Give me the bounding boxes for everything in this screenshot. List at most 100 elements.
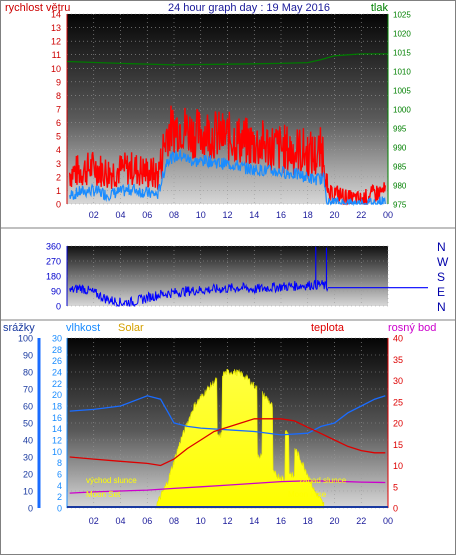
rain-y-tick: 40 (23, 436, 33, 446)
pressure-y-tick: 1015 (393, 49, 411, 58)
temperature-y-tick: 30 (393, 376, 403, 386)
weather-x-tick: 06 (142, 516, 152, 526)
pressure-y-tick: 975 (393, 201, 407, 210)
direction-y-tick: 360 (46, 242, 61, 252)
wind-y-tick: 7 (56, 105, 61, 115)
rain-y-tick: 60 (23, 402, 33, 412)
rain-y-tick: 30 (23, 453, 33, 463)
wind-x-tick: 04 (115, 210, 125, 220)
chart-title: 24 hour graph day : 19 May 2016 (168, 2, 330, 14)
wind-x-tick: 00 (383, 210, 393, 220)
average-wind-series-line (69, 149, 386, 207)
rain-y-tick: 50 (23, 419, 33, 429)
pressure-y-tick: 990 (393, 144, 407, 153)
humidity-y-tick: 8 (57, 458, 62, 468)
humidity-y-tick: 2 (57, 492, 62, 502)
compass-label: N (437, 300, 446, 314)
wind-y-tick: 0 (56, 200, 61, 210)
humidity-axis-label: vlhkost (66, 322, 100, 334)
humidity-y-tick: 16 (52, 413, 62, 423)
direction-y-tick: 180 (46, 272, 61, 282)
humidity-y-tick: 14 (52, 424, 62, 434)
wind-x-tick: 22 (356, 210, 366, 220)
temperature-y-tick: 0 (393, 504, 398, 514)
wind-x-tick: 14 (249, 210, 259, 220)
weather-x-tick: 00 (383, 516, 393, 526)
wind-x-tick: 16 (276, 210, 286, 220)
pressure-y-tick: 1000 (393, 106, 411, 115)
astro-annotation: Moon Rise (288, 490, 327, 499)
pressure-y-tick: 1010 (393, 68, 411, 77)
wind-y-tick: 5 (56, 132, 61, 142)
wind-y-tick: 4 (56, 145, 61, 155)
wind-y-tick: 12 (51, 37, 61, 47)
weather-x-tick: 12 (222, 516, 232, 526)
direction-y-tick: 90 (51, 287, 61, 297)
weather-x-tick: 04 (115, 516, 125, 526)
temperature-y-tick: 15 (393, 440, 403, 450)
humidity-series-line (69, 395, 386, 436)
wind-y-tick: 13 (51, 23, 61, 33)
wind-direction-series (69, 279, 329, 308)
rain-y-tick: 90 (23, 351, 33, 361)
humidity-y-tick: 12 (52, 436, 62, 446)
temperature-y-tick: 35 (393, 355, 403, 365)
rain-y-tick: 70 (23, 385, 33, 395)
weather-x-tick: 20 (329, 516, 339, 526)
pressure-y-tick: 1020 (393, 30, 411, 39)
rain-y-tick: 0 (28, 504, 33, 514)
wind-x-tick: 10 (196, 210, 206, 220)
astro-annotation: západ slunce (299, 476, 347, 485)
humidity-y-tick: 28 (52, 345, 62, 355)
pressure-y-tick: 995 (393, 125, 407, 134)
wind-y-tick: 1 (56, 186, 61, 196)
wind-x-tick: 12 (222, 210, 232, 220)
temperature-y-tick: 20 (393, 419, 403, 429)
direction-y-tick: 0 (56, 302, 61, 312)
wind-y-tick: 11 (52, 50, 61, 60)
temperature-y-tick: 40 (393, 334, 403, 344)
humidity-y-tick: 24 (52, 368, 62, 378)
wind-axis-label: rychlost větru (5, 2, 70, 14)
astro-annotation: východ slunce (86, 476, 137, 485)
weather-x-tick: 10 (196, 516, 206, 526)
humidity-y-tick: 20 (52, 390, 62, 400)
wind-y-tick: 8 (56, 91, 61, 101)
weather-x-tick: 16 (276, 516, 286, 526)
humidity-y-tick: 30 (52, 334, 62, 344)
rain-y-tick: 20 (23, 470, 33, 480)
compass-label: W (437, 255, 449, 269)
compass-label: S (437, 270, 445, 284)
compass-label: N (437, 240, 446, 254)
temperature-y-tick: 5 (393, 482, 398, 492)
dewpoint-axis-label: rosný bod (388, 322, 436, 334)
wind-y-tick: 9 (56, 77, 61, 87)
pressure-y-tick: 1025 (393, 11, 411, 20)
rain-y-tick: 100 (18, 334, 33, 344)
humidity-y-tick: 0 (57, 504, 62, 514)
pressure-y-tick: 980 (393, 182, 407, 191)
pressure-y-tick: 1005 (393, 87, 411, 96)
weather-x-tick: 02 (89, 516, 99, 526)
wind-x-tick: 18 (303, 210, 313, 220)
wind-y-tick: 14 (51, 10, 61, 20)
pressure-series-line (66, 53, 388, 66)
weather-x-tick: 14 (249, 516, 259, 526)
weather-x-tick: 08 (169, 516, 179, 526)
humidity-y-tick: 22 (52, 379, 62, 389)
wind-x-tick: 08 (169, 210, 179, 220)
pressure-y-tick: 985 (393, 163, 407, 172)
temperature-series-line (69, 418, 386, 467)
wind-x-tick: 20 (329, 210, 339, 220)
weather-x-tick: 22 (356, 516, 366, 526)
wind-y-tick: 10 (51, 64, 61, 74)
humidity-y-tick: 6 (57, 470, 62, 480)
humidity-y-tick: 10 (52, 447, 62, 457)
temperature-y-tick: 10 (393, 461, 403, 471)
humidity-y-tick: 4 (57, 481, 62, 491)
solar-axis-label: Solar (118, 322, 144, 334)
wind-x-tick: 02 (89, 210, 99, 220)
wind-y-tick: 6 (56, 118, 61, 128)
